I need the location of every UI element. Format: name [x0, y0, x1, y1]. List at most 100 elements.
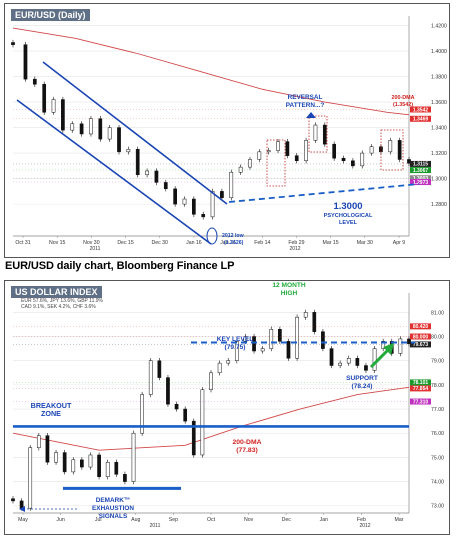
candle-body: [166, 377, 170, 405]
y-tick-label: 81.00: [431, 310, 444, 316]
candle-body: [397, 140, 402, 160]
candle-body: [200, 389, 205, 456]
candle-body: [89, 118, 93, 135]
price-tag-box: [410, 323, 431, 330]
x-tick-label: Feb 29: [288, 240, 304, 246]
candle-body: [157, 360, 162, 378]
annotation-label: BREAKOUT: [31, 401, 72, 410]
psychological-level-line: [228, 183, 420, 203]
y-tick-label: 1.3400: [431, 126, 447, 132]
candle-body: [174, 403, 179, 410]
candle-body: [123, 474, 127, 482]
price-tag-label: 79.673: [413, 342, 429, 348]
x-tick-label: Jan: [320, 517, 328, 523]
candle-body: [71, 459, 76, 473]
annotation-label: LEVEL: [339, 220, 358, 226]
candle-body: [252, 336, 256, 352]
price-tag-box: [410, 379, 431, 386]
candle-body: [217, 362, 222, 374]
x-tick-label: Oct 31: [15, 240, 30, 246]
x-tick-label: Jan 16: [186, 240, 202, 246]
candle-body: [191, 420, 196, 456]
x-tick-label: Dec 30: [152, 240, 169, 246]
candle-body: [145, 170, 149, 176]
arrow-icon: [383, 343, 394, 355]
candle-body: [11, 42, 15, 45]
y-tick-label: 80.00: [431, 335, 444, 341]
candle-body: [266, 150, 271, 153]
candle-body: [97, 454, 101, 477]
y-tick-label: 1.3200: [431, 151, 447, 157]
candle-body: [210, 191, 215, 218]
y-tick-label: 73.00: [431, 504, 444, 510]
y-tick-label: 79.00: [431, 359, 444, 365]
price-tag-box: [410, 115, 431, 122]
candle-body: [45, 435, 50, 463]
y-tick-label: 74.00: [431, 480, 444, 486]
candle-body: [303, 312, 308, 318]
chart-title: EUR/USD (Daily): [11, 9, 90, 21]
candle-body: [351, 160, 355, 167]
candle-body: [192, 198, 196, 215]
y-tick-label: 1.3000: [431, 177, 447, 183]
year-label: 2011: [90, 246, 101, 252]
x-tick-label: Mar: [395, 517, 404, 523]
annotation-label: SUPPORT: [346, 375, 378, 382]
price-tag-label: 1.2973: [413, 180, 429, 186]
candle-body: [148, 360, 153, 395]
price-tag-label: 1.3469: [413, 117, 429, 123]
candle-body: [286, 341, 291, 359]
annotation-label: (1.2626): [224, 240, 244, 246]
candle-body: [126, 149, 131, 153]
annotation-label: 200-DMA: [391, 95, 414, 101]
candle-body: [285, 141, 290, 156]
price-tag-label: 77.854: [413, 386, 429, 392]
candle-body: [117, 127, 121, 153]
annotation-label: 2012 low: [222, 233, 245, 239]
candle-body: [70, 123, 75, 131]
candle-body: [173, 188, 177, 205]
candle-body: [338, 362, 342, 366]
y-tick-label: 1.4000: [431, 49, 447, 55]
y-tick-label: 75.00: [431, 455, 444, 461]
annotation-label: REVERSAL: [288, 94, 323, 101]
candle-body: [229, 171, 234, 198]
y-tick-label: 76.00: [431, 431, 444, 437]
channel-upper-line: [42, 61, 228, 205]
candle-body: [140, 394, 144, 434]
dollar-index-chart: 81.00 80.00 79.00 78.00 77.00 76.00 75.00 74.00…: [11, 282, 444, 529]
arrow-icon: [19, 506, 25, 512]
candle-body: [329, 348, 334, 366]
price-tag-box: [410, 398, 431, 405]
price-tag-box: [410, 160, 431, 167]
weights-line-1: EUR 57.6%, JPY 13.6%, GBP 11.9%: [21, 298, 103, 304]
candle-body: [220, 191, 224, 198]
candle-body: [257, 151, 262, 160]
annotation-label: 200-DMA: [232, 439, 261, 446]
x-tick-label: Jan 31: [220, 240, 236, 246]
annotation-label: HIGH: [281, 290, 298, 297]
candle-body: [332, 143, 337, 159]
annotation-label: (78.24): [352, 383, 373, 390]
x-tick-label: Mar 30: [357, 240, 373, 246]
candle-body: [322, 124, 327, 145]
candle-body: [88, 454, 93, 468]
low-circle: [206, 227, 218, 245]
candle-body: [355, 358, 360, 366]
price-tag-label: 1.3542: [413, 107, 429, 113]
annotation-label: ZONE: [41, 409, 61, 418]
candle-body: [163, 182, 168, 190]
annotation-label: PSYCHOLOGICAL: [324, 213, 373, 219]
candle-body: [313, 124, 318, 141]
candle-body: [407, 338, 411, 345]
candle-body: [135, 149, 140, 176]
price-tag-box: [410, 175, 431, 182]
candle-body: [154, 170, 159, 183]
weights-line-2: CAD 9.1%, SEK 4.2%, CHF 3.6%: [21, 304, 96, 310]
candle-body: [388, 140, 393, 153]
x-tick-label: Nov 15: [49, 240, 66, 246]
candle-body: [131, 432, 136, 482]
candle-body: [381, 341, 386, 349]
candle-body: [42, 83, 47, 113]
x-tick-label: May: [18, 517, 28, 523]
